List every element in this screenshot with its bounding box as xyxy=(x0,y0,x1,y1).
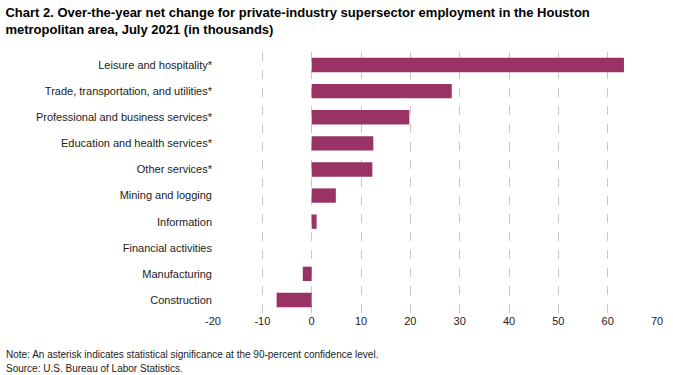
svg-text:10: 10 xyxy=(355,315,367,327)
svg-text:Professional and business serv: Professional and business services* xyxy=(36,111,213,123)
svg-text:-10: -10 xyxy=(254,315,270,327)
svg-text:20: 20 xyxy=(404,315,416,327)
svg-text:Leisure and hospitality*: Leisure and hospitality* xyxy=(98,59,212,71)
svg-text:Financial activities: Financial activities xyxy=(123,242,213,254)
svg-text:60: 60 xyxy=(602,315,614,327)
svg-text:Other services*: Other services* xyxy=(137,163,213,175)
svg-text:Education and health services*: Education and health services* xyxy=(61,137,213,149)
svg-text:Note: An asterisk indicates st: Note: An asterisk indicates statistical … xyxy=(6,349,378,360)
svg-text:Construction: Construction xyxy=(150,294,212,306)
svg-text:Information: Information xyxy=(157,216,212,228)
svg-text:30: 30 xyxy=(454,315,466,327)
svg-text:Source: U.S. Bureau of Labor S: Source: U.S. Bureau of Labor Statistics. xyxy=(6,363,183,374)
svg-text:Mining and logging: Mining and logging xyxy=(120,189,212,201)
svg-text:0: 0 xyxy=(309,315,315,327)
svg-text:50: 50 xyxy=(552,315,564,327)
svg-text:-20: -20 xyxy=(205,315,221,327)
svg-text:Trade, transportation, and uti: Trade, transportation, and utilities* xyxy=(45,85,213,97)
svg-text:70: 70 xyxy=(651,315,663,327)
svg-text:40: 40 xyxy=(503,315,515,327)
svg-text:Chart 2. Over-the-year net cha: Chart 2. Over-the-year net change for pr… xyxy=(5,5,589,37)
svg-text:Manufacturing: Manufacturing xyxy=(142,268,212,280)
